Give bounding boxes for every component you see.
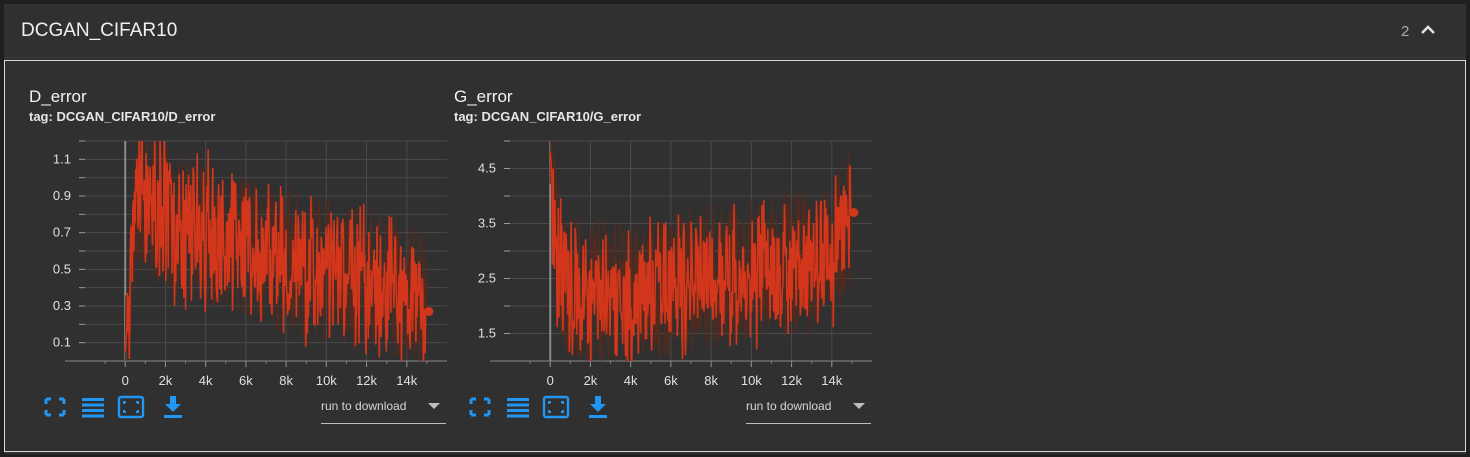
x-tick-label: 10k bbox=[741, 373, 762, 388]
x-tick-label: 12k bbox=[356, 373, 377, 388]
chart-title: D_error bbox=[29, 87, 87, 106]
x-tick-label: 6k bbox=[664, 373, 678, 388]
y-tick-label: 0.7 bbox=[53, 225, 71, 240]
last-value-point bbox=[849, 208, 859, 217]
y-tick-label: 0.5 bbox=[53, 261, 71, 276]
x-tick-label: 10k bbox=[316, 373, 337, 388]
x-tick-label: 14k bbox=[821, 373, 842, 388]
group-title: DCGAN_CIFAR10 bbox=[21, 20, 178, 41]
chart-title: G_error bbox=[454, 87, 513, 106]
x-tick-label: 12k bbox=[781, 373, 802, 388]
download-icon[interactable] bbox=[159, 395, 187, 419]
x-tick-label: 0 bbox=[122, 373, 129, 388]
chevron-up-icon[interactable] bbox=[1418, 20, 1438, 40]
d-error-chart[interactable]: 0.1 0.3 0.5 0.7 0.9 1.1 0 2k 4k 6k 8k 10k 12k 14k bbox=[29, 61, 449, 391]
y-tick-label: 4.5 bbox=[478, 161, 496, 176]
x-tick-label: 0 bbox=[547, 373, 554, 388]
x-tick-label: 14k bbox=[396, 373, 417, 388]
run-download-label: run to download bbox=[746, 399, 832, 413]
y-tick-label: 0.1 bbox=[53, 335, 71, 350]
series-line bbox=[124, 141, 428, 361]
chart-count: 2 bbox=[1401, 23, 1410, 40]
x-tick-label: 2k bbox=[584, 373, 598, 388]
x-tick-label: 2k bbox=[159, 373, 173, 388]
y-tick-label: 0.9 bbox=[53, 188, 71, 203]
x-tick-label: 4k bbox=[624, 373, 638, 388]
charts-container: D_error tag: DCGAN_CIFAR10/D_error 0.1 0.… bbox=[4, 60, 1466, 452]
fullscreen-icon[interactable] bbox=[466, 395, 494, 419]
chart-tag: tag: DCGAN_CIFAR10/D_error bbox=[29, 109, 216, 124]
fit-domain-icon[interactable] bbox=[117, 395, 145, 419]
chart-card-g-error: G_error tag: DCGAN_CIFAR10/G_error 1.5 2.… bbox=[454, 61, 874, 451]
y-tick-label: 1.1 bbox=[53, 151, 71, 166]
data-table-icon[interactable] bbox=[504, 395, 532, 419]
chart-tag: tag: DCGAN_CIFAR10/G_error bbox=[454, 109, 642, 124]
x-tick-label: 4k bbox=[199, 373, 213, 388]
data-table-icon[interactable] bbox=[79, 395, 107, 419]
y-tick-label: 0.3 bbox=[53, 298, 71, 313]
x-tick-label: 8k bbox=[279, 373, 293, 388]
run-download-label: run to download bbox=[321, 399, 407, 413]
dropdown-arrow-icon bbox=[853, 403, 865, 409]
download-icon[interactable] bbox=[584, 395, 612, 419]
x-tick-label: 6k bbox=[239, 373, 253, 388]
y-tick-label: 1.5 bbox=[478, 326, 496, 341]
fullscreen-icon[interactable] bbox=[41, 395, 69, 419]
fit-domain-icon[interactable] bbox=[542, 395, 570, 419]
series-line bbox=[549, 151, 853, 361]
dropdown-arrow-icon bbox=[428, 403, 440, 409]
group-header[interactable]: DCGAN_CIFAR10 2 bbox=[4, 4, 1466, 58]
y-tick-label: 2.5 bbox=[478, 271, 496, 286]
chart-card-d-error: D_error tag: DCGAN_CIFAR10/D_error 0.1 0.… bbox=[29, 61, 449, 451]
series-0 bbox=[124, 141, 428, 361]
series-0 bbox=[549, 141, 853, 361]
last-value-point bbox=[424, 307, 434, 316]
run-download-select[interactable]: run to download bbox=[746, 393, 871, 424]
run-download-select[interactable]: run to download bbox=[321, 393, 446, 424]
g-error-chart[interactable]: 1.5 2.5 3.5 4.5 0 2k 4k 6k 8k 10k 12k 14k bbox=[454, 61, 874, 391]
y-tick-label: 3.5 bbox=[478, 216, 496, 231]
x-tick-label: 8k bbox=[704, 373, 718, 388]
run-group-panel: DCGAN_CIFAR10 2 D_error tag: DCGAN_CIFAR… bbox=[4, 4, 1466, 454]
